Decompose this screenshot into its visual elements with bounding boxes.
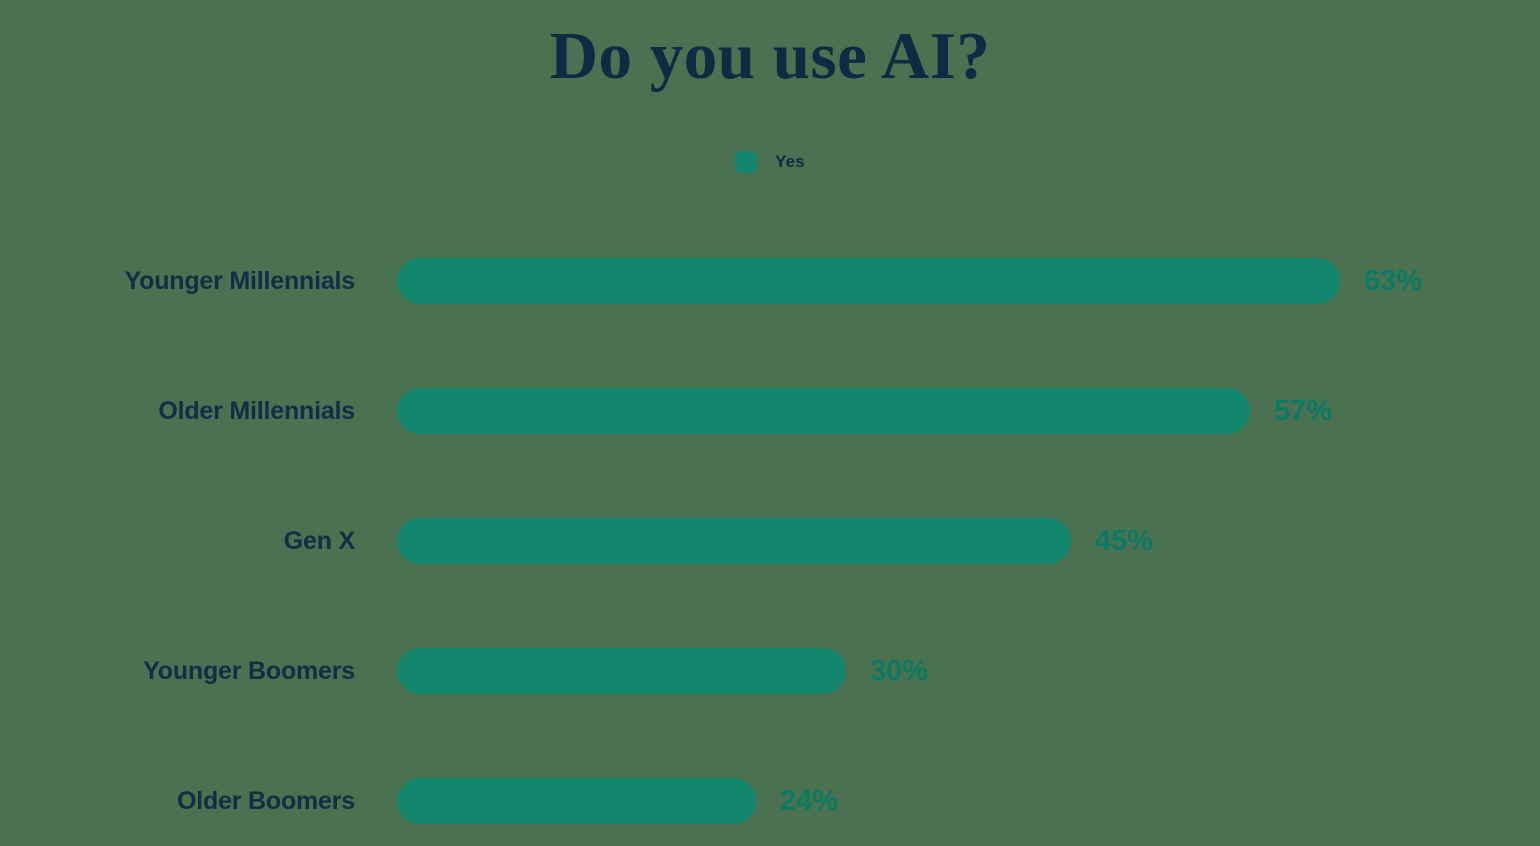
value-label: 30%: [870, 654, 929, 687]
bar-yes: [397, 778, 756, 824]
category-label: Gen X: [283, 526, 355, 555]
bar-row: Younger Boomers 30%: [0, 648, 1540, 694]
legend-swatch-yes: [735, 151, 758, 173]
bar-yes: [397, 388, 1250, 434]
category-label: Older Millennials: [158, 396, 355, 425]
chart-title: Do you use AI?: [549, 19, 991, 93]
value-label: 45%: [1095, 524, 1154, 557]
legend: Yes: [0, 151, 1540, 173]
value-label: 57%: [1274, 394, 1333, 427]
bar-row: Older Boomers 24%: [0, 778, 1540, 824]
value-label: 63%: [1364, 264, 1423, 297]
legend-label-yes: Yes: [775, 152, 805, 171]
bar-row: Older Millennials 57%: [0, 388, 1540, 434]
bar-row: Younger Millennials 63%: [0, 258, 1540, 304]
bar-yes: [397, 648, 846, 694]
category-label: Older Boomers: [176, 786, 355, 815]
category-label: Younger Millennials: [124, 266, 356, 295]
bar-row: Gen X 45%: [0, 518, 1540, 564]
bar-yes: [397, 258, 1340, 304]
bar-yes: [397, 518, 1071, 564]
value-label: 24%: [780, 784, 839, 817]
category-label: Younger Boomers: [143, 656, 355, 685]
